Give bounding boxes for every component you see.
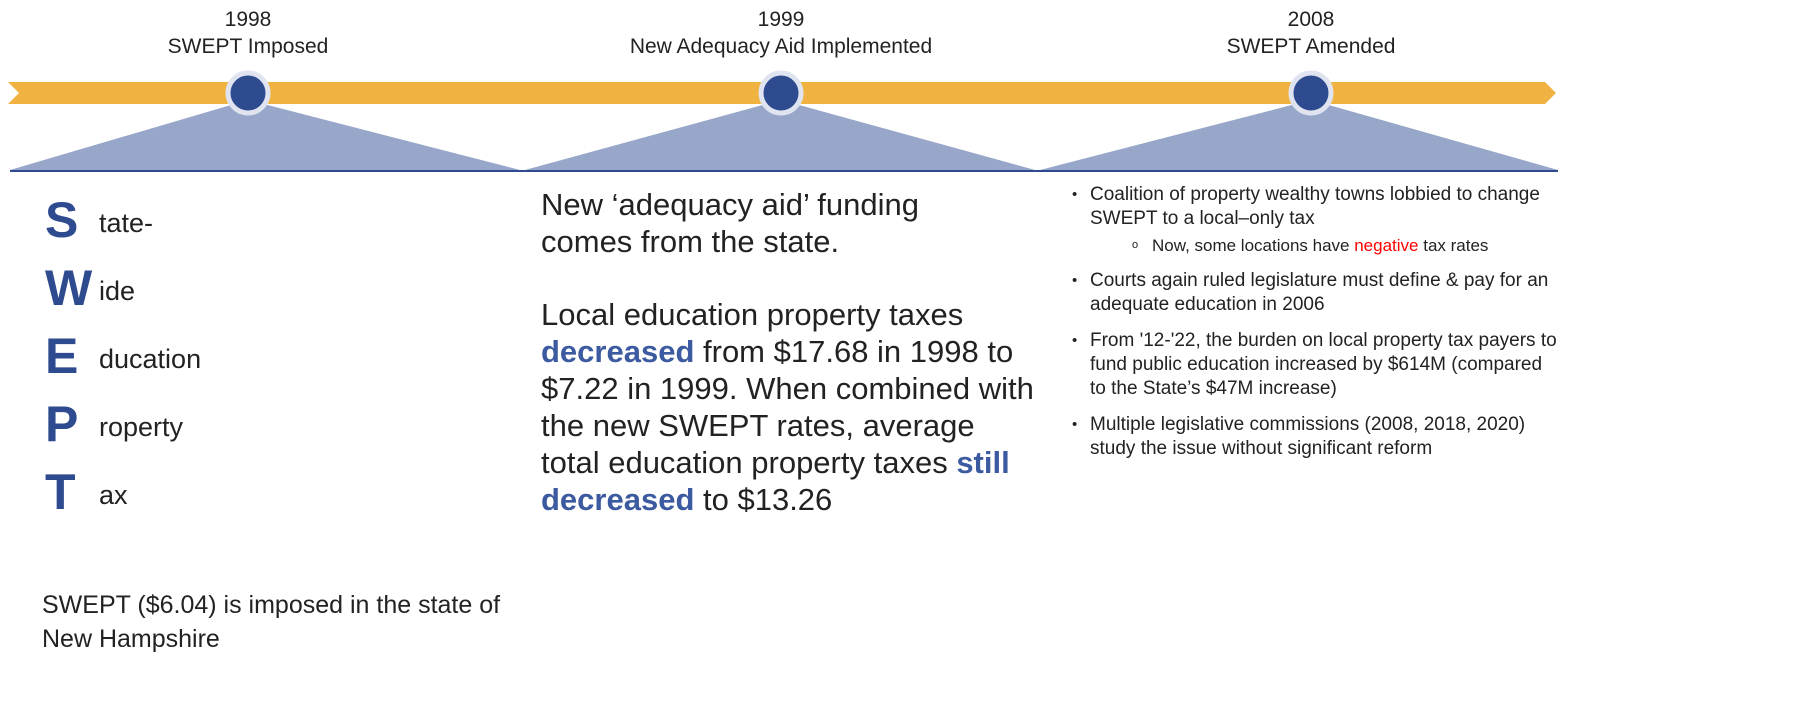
text-run: tax rates (1418, 236, 1489, 255)
event: 1998 SWEPT Imposed (0, 6, 498, 60)
wedge (1040, 100, 1558, 170)
text-run: Local education property taxes (541, 297, 964, 332)
bullet: From '12-'22, the burden on local proper… (1070, 329, 1560, 401)
column2-paragraph: New ‘adequacy aid’ funding comes from th… (541, 187, 919, 259)
milestone (225, 70, 271, 116)
acronym-rest: ide (99, 275, 136, 306)
wedge (525, 100, 1035, 170)
bullet-text: Coalition of property wealthy towns lobb… (1090, 184, 1540, 229)
sub-bullet: Now, some locations have negative tax ra… (1090, 234, 1560, 257)
event: 1999 New Adequacy Aid Implemented (531, 6, 1031, 60)
column1-note: SWEPT ($6.04) is imposed in the state of… (42, 591, 501, 653)
event-label: SWEPT Amended (1226, 35, 1396, 58)
acronym-letter: T (45, 464, 76, 520)
acronym-rest: ducation (99, 343, 202, 374)
bullet: Courts again ruled legislature must defi… (1070, 269, 1560, 317)
milestone (1288, 70, 1334, 116)
acronym-rest: ax (99, 479, 128, 510)
acronym-rest: roperty (99, 411, 184, 442)
column2-paragraph: Local education property taxes decreased… (541, 296, 1041, 518)
event-year: 2008 (1287, 8, 1335, 31)
highlight-run: negative (1354, 236, 1419, 255)
acronym-letter: S (45, 192, 79, 248)
timeline (8, 70, 1558, 172)
event: 2008 SWEPT Amended (1061, 6, 1561, 60)
text-run: Now, some locations have (1152, 236, 1355, 255)
text-run: from $17.68 in 1998 to $7.22 in 1999. Wh… (541, 334, 1034, 480)
event-year: 1999 (757, 8, 805, 31)
highlight-run: decreased (541, 334, 695, 369)
bullet-list: Coalition of property wealthy towns lobb… (1070, 183, 1560, 473)
event-label: New Adequacy Aid Implemented (629, 35, 933, 58)
milestone (758, 70, 804, 116)
wedge (10, 100, 520, 170)
acronym-letter: P (45, 396, 79, 452)
event-label: SWEPT Imposed (167, 35, 329, 58)
highlight-run: still decreased (541, 445, 1010, 517)
acronym-rest: tate- (99, 207, 154, 238)
event-year: 1998 (224, 8, 272, 31)
acronym-letter: W (45, 260, 93, 316)
text-run: to $13.26 (694, 482, 833, 517)
bullet: Coalition of property wealthy towns lobb… (1070, 183, 1560, 257)
acronym-letter: E (45, 328, 79, 384)
bullet: Multiple legislative commissions (2008, … (1070, 413, 1560, 461)
